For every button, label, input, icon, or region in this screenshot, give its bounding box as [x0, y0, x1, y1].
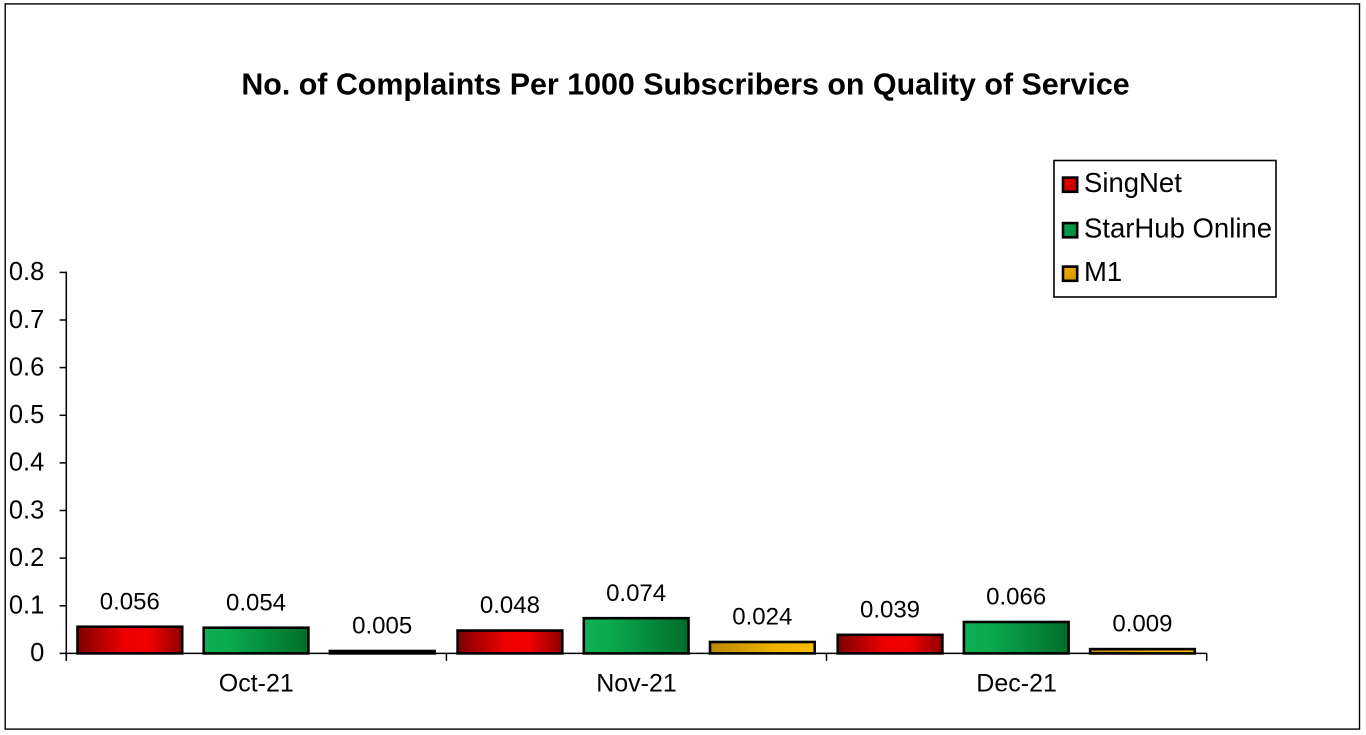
svg-text:0.3: 0.3 — [9, 496, 44, 524]
svg-text:0.056: 0.056 — [100, 588, 160, 615]
svg-text:0.8: 0.8 — [9, 258, 44, 286]
svg-text:0.7: 0.7 — [9, 306, 44, 334]
svg-text:0.4: 0.4 — [9, 449, 44, 477]
svg-text:0.024: 0.024 — [732, 604, 792, 631]
svg-text:M1: M1 — [1084, 256, 1122, 287]
svg-text:0.6: 0.6 — [9, 353, 44, 381]
svg-text:Nov-21: Nov-21 — [596, 669, 677, 697]
svg-text:StarHub Online: StarHub Online — [1084, 212, 1272, 243]
svg-text:SingNet: SingNet — [1084, 167, 1182, 198]
svg-text:0.054: 0.054 — [226, 589, 286, 616]
svg-text:0.039: 0.039 — [860, 596, 920, 623]
svg-text:0.005: 0.005 — [352, 613, 412, 640]
svg-text:0.009: 0.009 — [1112, 611, 1172, 638]
svg-text:Dec-21: Dec-21 — [976, 669, 1057, 697]
svg-text:0.1: 0.1 — [9, 592, 44, 620]
svg-text:Oct-21: Oct-21 — [219, 669, 294, 697]
svg-text:0.066: 0.066 — [986, 584, 1046, 611]
svg-text:0.048: 0.048 — [480, 592, 540, 619]
svg-text:0: 0 — [30, 639, 44, 667]
svg-text:0.5: 0.5 — [9, 401, 44, 429]
svg-text:0.2: 0.2 — [9, 544, 44, 572]
svg-text:0.074: 0.074 — [606, 580, 666, 607]
svg-text:No. of Complaints Per 1000 Sub: No. of Complaints Per 1000 Subscribers o… — [241, 68, 1129, 102]
